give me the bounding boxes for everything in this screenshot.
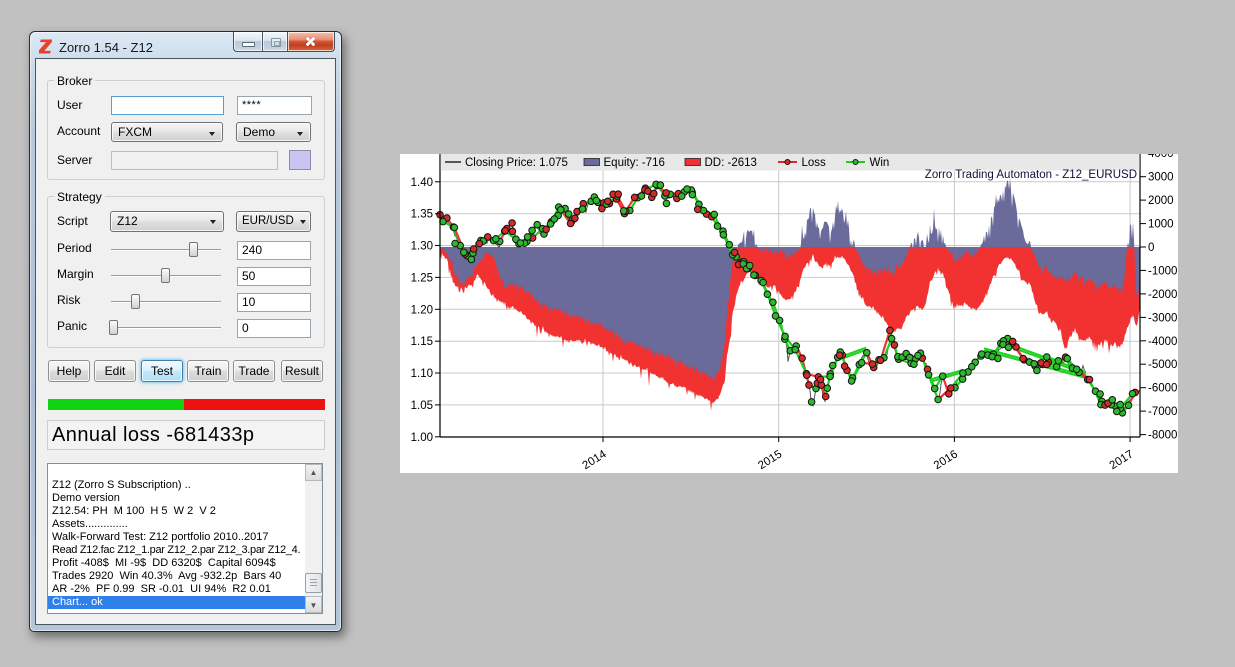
svg-text:Equity: -716: Equity: -716 — [604, 157, 665, 169]
svg-text:1.40: 1.40 — [411, 177, 433, 189]
svg-text:Zorro Trading Automaton - Z12_: Zorro Trading Automaton - Z12_EURUSD — [925, 169, 1137, 181]
svg-text:2000: 2000 — [1148, 195, 1174, 207]
svg-text:-5000: -5000 — [1148, 359, 1177, 371]
svg-text:-1000: -1000 — [1148, 265, 1177, 277]
svg-text:Closing Price: 1.075: Closing Price: 1.075 — [465, 157, 568, 169]
svg-text:1.25: 1.25 — [411, 272, 433, 284]
svg-text:4000: 4000 — [1148, 154, 1174, 160]
svg-text:Loss: Loss — [802, 157, 827, 169]
svg-text:1.30: 1.30 — [411, 241, 433, 253]
svg-text:1.20: 1.20 — [411, 304, 433, 316]
svg-text:-7000: -7000 — [1148, 406, 1177, 418]
svg-text:1.00: 1.00 — [411, 432, 433, 444]
svg-text:1.10: 1.10 — [411, 368, 433, 380]
svg-text:Win: Win — [870, 157, 890, 169]
svg-text:-4000: -4000 — [1148, 336, 1177, 348]
svg-text:1.05: 1.05 — [411, 400, 433, 412]
svg-text:1.35: 1.35 — [411, 209, 433, 221]
svg-text:1.15: 1.15 — [411, 336, 433, 348]
svg-text:DD: -2613: DD: -2613 — [705, 157, 757, 169]
svg-text:1000: 1000 — [1148, 219, 1174, 231]
svg-text:-2000: -2000 — [1148, 289, 1177, 301]
svg-text:-3000: -3000 — [1148, 312, 1177, 324]
svg-text:-8000: -8000 — [1148, 430, 1177, 442]
svg-text:-6000: -6000 — [1148, 383, 1177, 395]
svg-text:0: 0 — [1148, 242, 1154, 254]
svg-text:3000: 3000 — [1148, 172, 1174, 184]
